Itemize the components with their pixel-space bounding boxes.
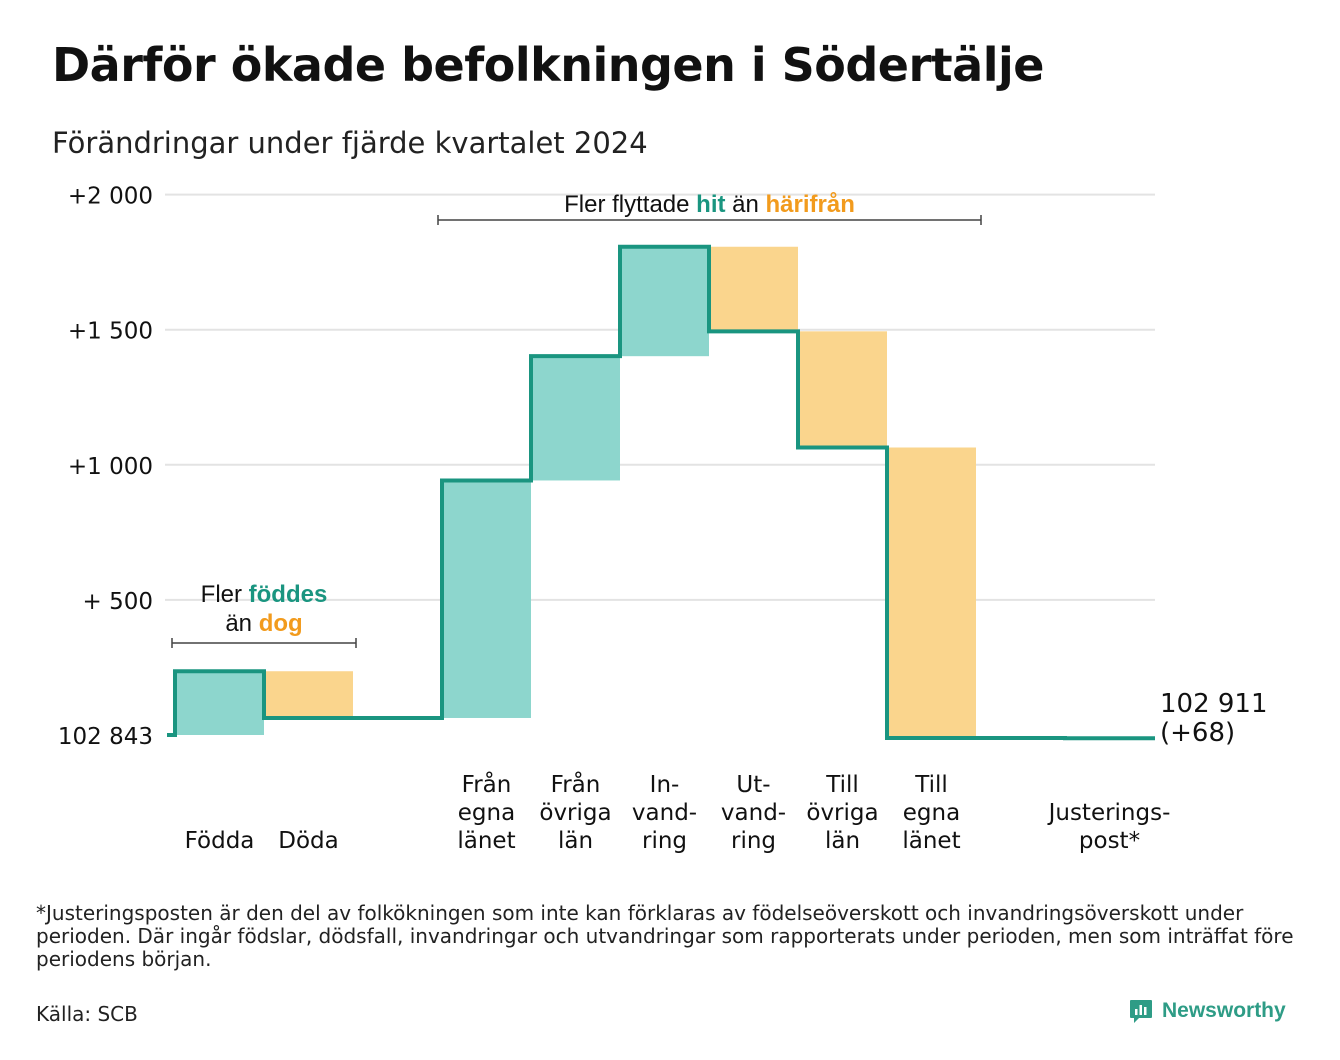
y-tick-label: +1 000 [68,454,153,480]
end-value-label: 102 911 [1160,689,1268,719]
step-line-group [167,244,1155,741]
decrease-bar [887,447,976,738]
x-axis-label: Från [551,770,601,798]
x-axis-label: vand- [632,800,697,826]
annotation-plain-span: Fler [201,581,249,608]
annotation-orange-span: härifrån [766,191,855,218]
decrease-bar [709,246,798,332]
y-tick-label: 102 843 [58,724,153,750]
annotation-text: Fler flyttade hit än härifrån [564,191,855,218]
waterfall-chart: 102 843 + 500 +1 000 +1 500 +2 000 Födda Döda… [58,184,1268,854]
x-axis-label: län [825,828,860,854]
x-axis-label: vand- [721,800,786,826]
decrease-bar [264,671,353,718]
annotation-plain-span: Fler flyttade [564,191,696,218]
x-axis-label: Från [462,770,512,798]
decrease-bar [798,331,887,448]
x-axis-label: Ut- [736,772,770,798]
x-axis-label: län [558,828,593,854]
x-axis-label: egna [458,800,515,826]
y-axis-ticks: 102 843 + 500 +1 000 +1 500 +2 000 [58,184,153,750]
annotation-text: Fler föddes [201,581,328,608]
newsworthy-logo-icon [1130,1000,1152,1023]
increase-bar [442,480,531,718]
y-tick-label: +2 000 [68,184,153,210]
increase-bar [531,356,620,481]
increase-bar [620,246,709,357]
x-axis-label: post* [1079,828,1140,854]
y-tick-label: + 500 [83,589,153,615]
x-axis-label: länet [457,828,515,854]
x-axis-label: ring [731,828,776,854]
x-axis-label: ring [642,828,687,854]
x-axis-label: In- [650,772,680,798]
chart-title: Därför ökade befolkningen i Södertälje [52,38,1044,92]
x-axis-label: övriga [539,800,611,826]
step-line [167,244,1155,741]
end-value-label: (+68) [1160,718,1235,748]
annotation-bracket [171,638,357,648]
x-axis-label: Döda [278,828,338,854]
x-axis-label: egna [903,800,960,826]
y-tick-label: +1 500 [68,319,153,345]
x-axis-label: Till [914,772,948,798]
annotation-teal-span: föddes [249,581,328,608]
x-axis-labels: Födda DödaFrånegnalänetFrånövrigalänIn-va… [185,689,1268,854]
annotation-plain-span: än [225,610,258,637]
footnote: *Justeringsposten är den del av folkökni… [36,901,1294,971]
brand-logo: Newsworthy [1128,998,1286,1024]
annotation-teal-span: hit [696,191,725,218]
increase-bar [175,671,264,735]
x-axis-label: Justerings- [1047,800,1171,826]
bars [175,246,976,738]
annotation-orange-span: dog [259,610,303,637]
x-axis-label: övriga [806,800,878,826]
x-axis-label: länet [902,828,960,854]
brand-name: Newsworthy [1162,999,1286,1022]
annotation-plain-span: än [725,191,765,218]
x-axis-label: Födda [185,828,255,854]
annotation-bracket [437,215,982,225]
annotation-text: än dog [225,610,302,637]
x-axis-label: Till [825,772,859,798]
source-note: Källa: SCB [36,1002,138,1026]
chart-subtitle: Förändringar under fjärde kvartalet 2024 [52,126,648,160]
